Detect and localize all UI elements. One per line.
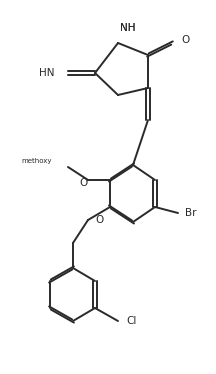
- Text: NH: NH: [120, 23, 136, 33]
- Text: HN: HN: [40, 68, 55, 78]
- Text: O: O: [80, 178, 88, 188]
- Text: Br: Br: [185, 208, 197, 218]
- Text: O: O: [181, 35, 189, 45]
- Text: NH: NH: [120, 23, 136, 33]
- Text: Cl: Cl: [126, 316, 136, 326]
- Text: methoxy: methoxy: [22, 158, 52, 164]
- Text: O: O: [95, 215, 103, 225]
